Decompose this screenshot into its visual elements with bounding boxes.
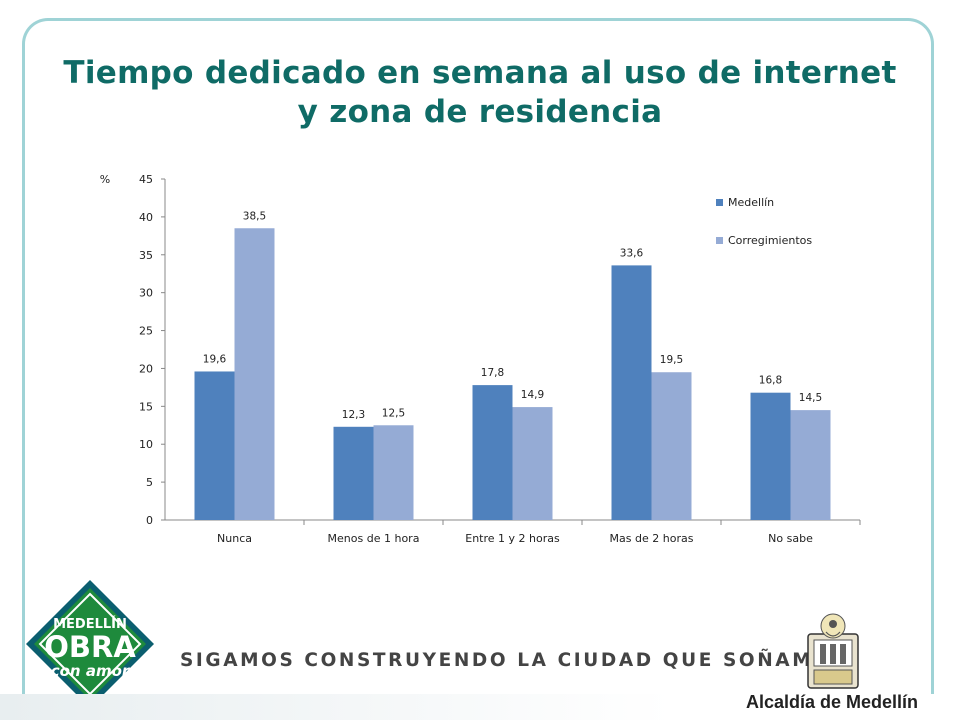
bar-corregimientos <box>651 372 692 520</box>
x-tick-label: Entre 1 y 2 horas <box>465 532 560 545</box>
legend-swatch <box>716 199 723 206</box>
x-tick-label: Mas de 2 horas <box>610 532 694 545</box>
bar-medellin <box>333 426 374 520</box>
y-tick-label: 35 <box>139 249 153 262</box>
title-line-2: y zona de residencia <box>297 94 663 130</box>
alcaldia-label: Alcaldía de Medellín <box>746 692 919 712</box>
legend-label: Medellín <box>728 196 774 209</box>
bar-medellin <box>611 265 652 520</box>
y-tick-label: 20 <box>139 362 153 375</box>
bar-medellin <box>472 385 513 520</box>
x-tick-label: Nunca <box>217 532 252 545</box>
slide-title: Tiempo dedicado en semana al uso de inte… <box>40 54 920 132</box>
bar-medellin <box>750 392 791 520</box>
x-tick-label: No sabe <box>768 532 813 545</box>
y-tick-label: 25 <box>139 325 153 338</box>
coat-of-arms-icon <box>807 613 859 689</box>
logo-line-1: MEDELLÍN <box>53 616 127 632</box>
data-label: 14,5 <box>799 392 822 404</box>
y-tick-label: 15 <box>139 400 153 413</box>
slogan: SIGAMOS CONSTRUYENDO LA CIUDAD QUE SOÑAM… <box>180 650 848 671</box>
bottom-bar <box>0 694 960 720</box>
x-tick-label: Menos de 1 hora <box>328 532 420 545</box>
bar-corregimientos <box>234 228 275 520</box>
data-label: 19,5 <box>660 354 683 366</box>
y-tick-label: 5 <box>146 476 153 489</box>
logo-line-2: OBRA <box>44 630 136 664</box>
data-label: 17,8 <box>481 367 504 379</box>
bar-corregimientos <box>373 425 414 520</box>
legend-label: Corregimientos <box>728 234 812 247</box>
y-tick-label: 40 <box>139 211 153 224</box>
data-label: 12,3 <box>342 409 365 421</box>
y-tick-label: 45 <box>139 173 153 186</box>
data-label: 14,9 <box>521 389 544 401</box>
y-tick-label: 0 <box>146 514 153 527</box>
y-axis-label: % <box>100 173 110 186</box>
data-label: 12,5 <box>382 407 405 419</box>
title-line-1: Tiempo dedicado en semana al uso de inte… <box>63 55 897 91</box>
medellin-obra-logo: MEDELLÍN OBRA con amor <box>26 580 154 708</box>
legend-swatch <box>716 237 723 244</box>
y-tick-label: 10 <box>139 438 153 451</box>
data-label: 19,6 <box>203 353 227 365</box>
slide-frame <box>22 18 934 718</box>
data-label: 38,5 <box>243 210 266 222</box>
bar-corregimientos <box>790 410 831 520</box>
data-label: 33,6 <box>620 247 644 259</box>
bar-corregimientos <box>512 407 553 520</box>
bar-medellin <box>194 371 235 520</box>
y-tick-label: 30 <box>139 287 153 300</box>
data-label: 16,8 <box>759 375 782 387</box>
logo-line-3: con amor <box>51 662 131 680</box>
